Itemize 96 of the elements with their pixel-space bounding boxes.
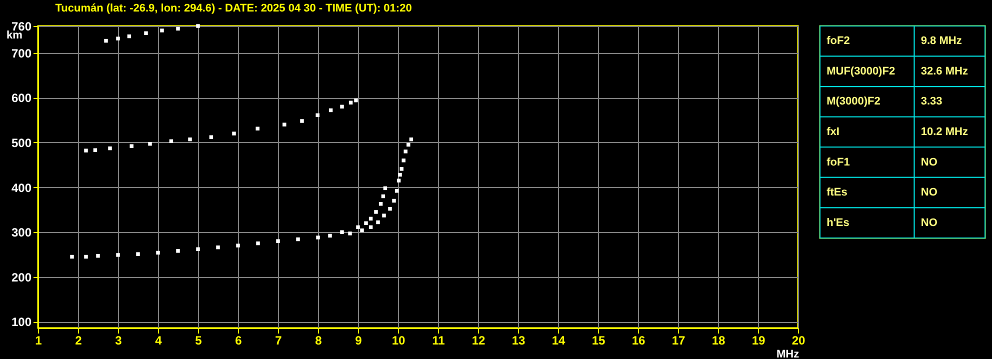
x-tick-label: 7 (275, 334, 282, 348)
point (296, 237, 300, 242)
point (256, 126, 260, 130)
point (116, 36, 120, 40)
point (188, 137, 192, 142)
point (136, 252, 140, 256)
point (340, 104, 344, 109)
text: MUF(3000)F2 (826, 65, 896, 78)
x-tick-label: 14 (552, 334, 566, 348)
point (396, 178, 401, 182)
point (316, 236, 320, 240)
point (93, 148, 98, 152)
text: fxI (826, 126, 840, 138)
text: h'Es (826, 216, 850, 229)
text: foF1 (826, 156, 850, 168)
x-tick-label: 9 (355, 334, 362, 348)
y-tick-label: 200 (11, 270, 32, 284)
x-tick-label: 18 (712, 334, 726, 348)
x-tick-label: 20 (792, 334, 806, 348)
text: ftEs (826, 186, 848, 199)
point (382, 214, 386, 218)
text: 32.6 MHz (920, 65, 968, 78)
x-tick-label: 10 (392, 334, 406, 348)
point (316, 113, 320, 118)
point (176, 249, 180, 253)
point (354, 98, 358, 102)
point (70, 254, 74, 259)
point (388, 206, 392, 211)
y-tick-label: 500 (11, 136, 32, 150)
text: 3.33 (920, 96, 942, 108)
point (394, 189, 399, 193)
point (328, 234, 332, 238)
y-tick-label: 100 (11, 315, 32, 330)
point (148, 142, 152, 146)
x-tick-label: 4 (155, 334, 162, 348)
point (176, 26, 180, 31)
point (356, 225, 360, 230)
point (108, 146, 112, 150)
x-tick-label: 17 (672, 334, 686, 348)
x-tick-label: 8 (315, 334, 322, 348)
point (340, 230, 344, 234)
point (144, 31, 148, 36)
point (378, 202, 383, 206)
x-tick-label: 1 (35, 334, 42, 348)
point (398, 172, 402, 177)
point (196, 24, 200, 28)
text: NO (920, 216, 938, 229)
x-tick-label: 16 (632, 334, 646, 348)
x-tick-label: 6 (235, 334, 242, 348)
point (116, 253, 120, 257)
y-tick-label: 400 (11, 180, 32, 195)
point (360, 228, 364, 232)
point (376, 220, 380, 224)
x-tick-label: 15 (592, 334, 606, 348)
point (400, 167, 404, 171)
point (156, 250, 160, 255)
x-tick-label: 3 (115, 334, 122, 348)
point (282, 122, 286, 126)
x-axis-title: MHz (776, 348, 800, 359)
point (232, 132, 236, 136)
point (392, 198, 396, 203)
chart-title: Tucumán (lat: -26.9, lon: 294.6) - DATE: 2025 04 30 - TIME (UT): 01:20 (55, 2, 412, 14)
x-tick-label: 12 (472, 334, 486, 348)
text: foF2 (826, 35, 850, 48)
point (348, 232, 352, 236)
point (374, 210, 378, 214)
text: M(3000)F2 (826, 96, 880, 108)
point (348, 100, 353, 104)
point (104, 38, 108, 43)
point (256, 241, 260, 246)
x-tick-label: 2 (75, 334, 82, 348)
y-tick-label: 600 (11, 91, 32, 106)
point (402, 158, 406, 162)
point (84, 148, 88, 152)
point (196, 247, 200, 252)
point (364, 221, 368, 226)
x-tick-label: 11 (432, 334, 446, 348)
point (406, 142, 410, 147)
point (276, 239, 280, 243)
y-tick-label: 700 (11, 46, 32, 60)
y-tick-label: 300 (11, 226, 32, 240)
point (96, 254, 100, 258)
point (216, 245, 220, 250)
point (300, 119, 304, 123)
text: NO (920, 156, 938, 168)
text: 9.8 MHz (920, 35, 962, 48)
text: NO (920, 186, 938, 199)
point (84, 254, 88, 259)
point (404, 150, 408, 154)
x-tick-label: 13 (512, 334, 526, 348)
point (160, 28, 164, 32)
point (130, 144, 134, 148)
point (236, 244, 240, 248)
x-tick-label: 5 (195, 334, 202, 348)
text: 10.2 MHz (920, 126, 968, 138)
x-tick-label: 19 (752, 334, 766, 348)
